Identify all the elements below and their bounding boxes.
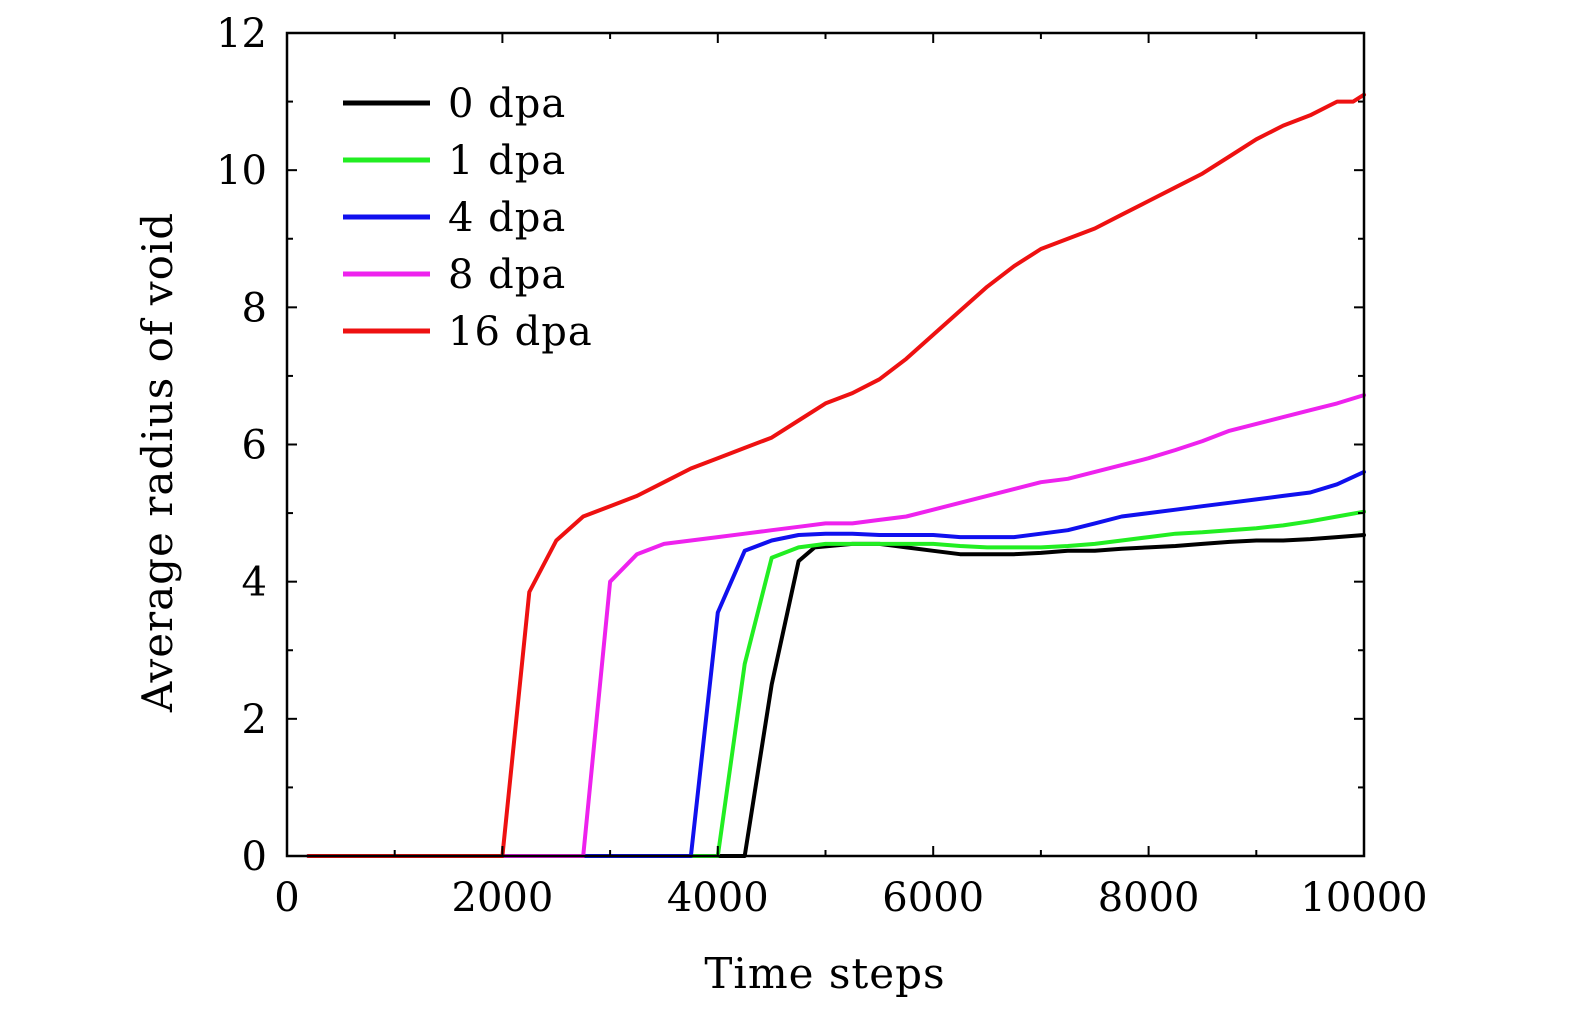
series-line-4-dpa bbox=[306, 469, 1366, 858]
y-tick-label: 0 bbox=[242, 834, 267, 880]
legend-label-4-dpa: 4 dpa bbox=[448, 195, 566, 241]
y-tick-label: 8 bbox=[242, 285, 267, 331]
legend: 0 dpa 1 dpa 4 dpa 8 dpa 16 dpa bbox=[343, 81, 593, 355]
x-tick-label: 0 bbox=[274, 875, 299, 921]
x-tick-label: 10000 bbox=[1300, 875, 1427, 921]
y-tick-label: 6 bbox=[242, 423, 267, 469]
x-axis-label: Time steps bbox=[704, 949, 945, 998]
legend-label-8-dpa: 8 dpa bbox=[448, 252, 566, 298]
series-line-16-dpa bbox=[306, 92, 1366, 858]
y-tick-label: 10 bbox=[216, 148, 267, 194]
series-line-0-dpa bbox=[306, 533, 1366, 858]
x-tick-label: 8000 bbox=[1098, 875, 1200, 921]
legend-label-0-dpa: 0 dpa bbox=[448, 81, 566, 127]
axes-layer: 0 2000 4000 6000 8000 10000 0 2 4 6 8 10 12 bbox=[216, 11, 1428, 921]
series-layer bbox=[306, 92, 1366, 858]
y-axis-label: Average radius of void bbox=[133, 212, 182, 713]
y-tick-label: 12 bbox=[216, 11, 267, 57]
x-tick-label: 4000 bbox=[667, 875, 769, 921]
x-tick-label: 6000 bbox=[882, 875, 984, 921]
legend-label-1-dpa: 1 dpa bbox=[448, 138, 566, 184]
series-line-1-dpa bbox=[306, 509, 1366, 858]
x-tick-label: 2000 bbox=[452, 875, 554, 921]
series-line-8-dpa bbox=[306, 393, 1366, 858]
y-tick-label: 2 bbox=[242, 697, 267, 743]
legend-label-16-dpa: 16 dpa bbox=[448, 309, 593, 355]
y-tick-label: 4 bbox=[242, 560, 267, 606]
